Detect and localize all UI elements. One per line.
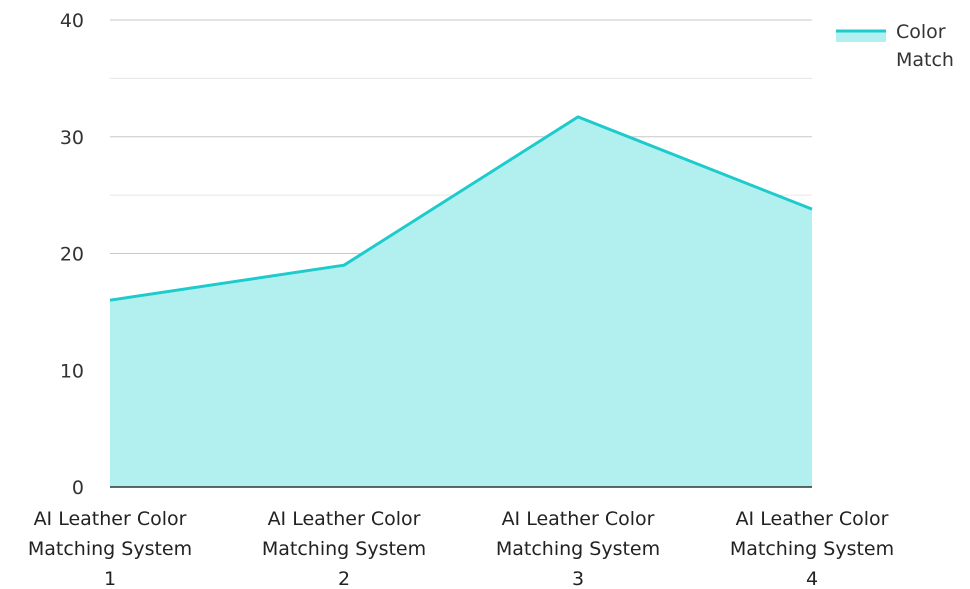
x-tick-label: AI Leather Color	[736, 508, 889, 530]
legend-label: Color	[896, 21, 946, 43]
y-tick-label: 10	[60, 360, 84, 382]
series-area-fill	[110, 116, 812, 487]
x-tick-label: 4	[806, 568, 818, 589]
legend: Color Match	[836, 21, 954, 71]
y-axis: 0 10 20 30 40	[60, 10, 84, 499]
x-tick-label: AI Leather Color	[502, 508, 655, 530]
x-tick-label: 2	[338, 568, 350, 589]
y-tick-label: 30	[60, 127, 84, 149]
legend-swatch-fill	[836, 30, 886, 42]
x-tick-label: Matching System	[28, 538, 192, 560]
x-tick-label: Matching System	[262, 538, 426, 560]
x-tick-label: 1	[104, 568, 116, 589]
y-tick-label: 0	[72, 477, 84, 499]
x-axis: AI Leather Color Matching System 1 AI Leath…	[28, 486, 894, 589]
legend-label: Match	[896, 49, 954, 71]
series-area	[109, 115, 813, 487]
x-tick-label: Matching System	[730, 538, 894, 560]
series-line	[109, 115, 813, 302]
y-tick-label: 40	[60, 10, 84, 32]
x-tick-label: Matching System	[496, 538, 660, 560]
x-tick-label: AI Leather Color	[268, 508, 421, 530]
x-tick-label: AI Leather Color	[34, 508, 187, 530]
y-tick-label: 20	[60, 244, 84, 266]
x-tick-label: 3	[572, 568, 584, 589]
